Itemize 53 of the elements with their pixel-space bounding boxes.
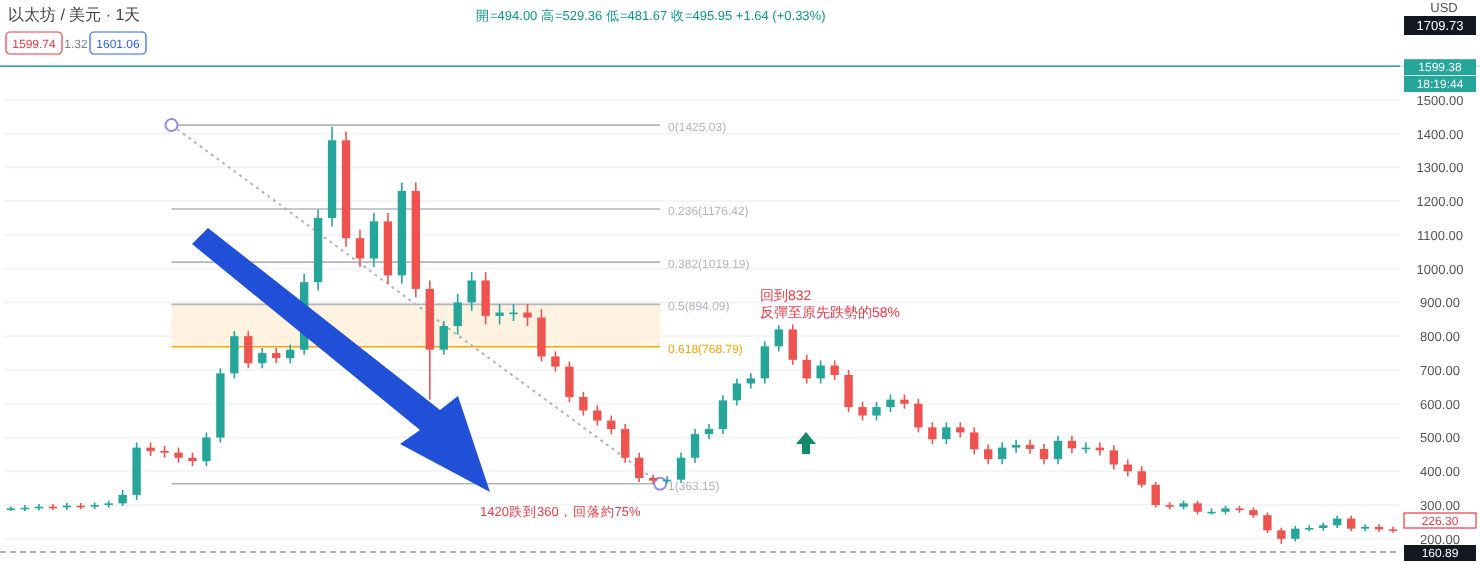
candlestick	[230, 330, 239, 380]
candlestick	[760, 340, 770, 385]
candlestick	[997, 441, 1007, 465]
candlestick	[746, 372, 756, 390]
candlestick	[718, 394, 728, 435]
candlestick	[579, 391, 588, 417]
candlestick	[202, 431, 211, 467]
candlestick	[914, 397, 923, 434]
candlestick	[1039, 443, 1049, 465]
candlestick	[537, 308, 546, 363]
candlestick	[816, 359, 825, 385]
candlestick	[1011, 439, 1021, 454]
candlestick	[565, 360, 574, 403]
candlestick	[676, 451, 686, 484]
candlestick	[1151, 481, 1160, 509]
candlestick	[593, 404, 602, 427]
candlestick	[495, 303, 504, 326]
candlestick	[970, 426, 979, 456]
candlestick	[132, 441, 141, 501]
candlestick	[481, 271, 490, 326]
candlestick	[830, 359, 839, 381]
candlestick	[732, 377, 742, 407]
candlestick	[439, 320, 448, 356]
candlestick	[1109, 444, 1119, 471]
candlestick	[928, 421, 937, 446]
candlestick	[690, 428, 700, 464]
candlestick	[802, 353, 811, 385]
candlestick	[467, 271, 476, 312]
candlestick	[788, 323, 797, 366]
candlestick	[1053, 435, 1063, 465]
candlestick	[983, 443, 993, 465]
candlestick	[942, 421, 951, 446]
candlestick	[1360, 523, 1370, 533]
candlestick	[774, 324, 783, 353]
candlestick	[858, 401, 867, 422]
candlestick	[844, 369, 853, 413]
candlestick	[258, 347, 267, 370]
candlestick	[523, 303, 532, 327]
candlestick	[355, 228, 365, 268]
candlestick	[607, 414, 616, 435]
candlestick	[244, 330, 253, 370]
candlestick	[90, 501, 99, 510]
candlestick	[551, 350, 560, 373]
candlestick	[634, 451, 644, 483]
candlestick	[453, 293, 462, 336]
candlestick	[1137, 465, 1146, 489]
candlestick	[285, 343, 295, 364]
candlestick	[621, 423, 630, 464]
candlestick	[872, 401, 881, 422]
candlestick	[369, 212, 379, 268]
candlestick	[104, 499, 113, 509]
candlestick	[1263, 511, 1272, 534]
chart-title: 以太坊 / 美元 · 1天	[8, 6, 141, 24]
